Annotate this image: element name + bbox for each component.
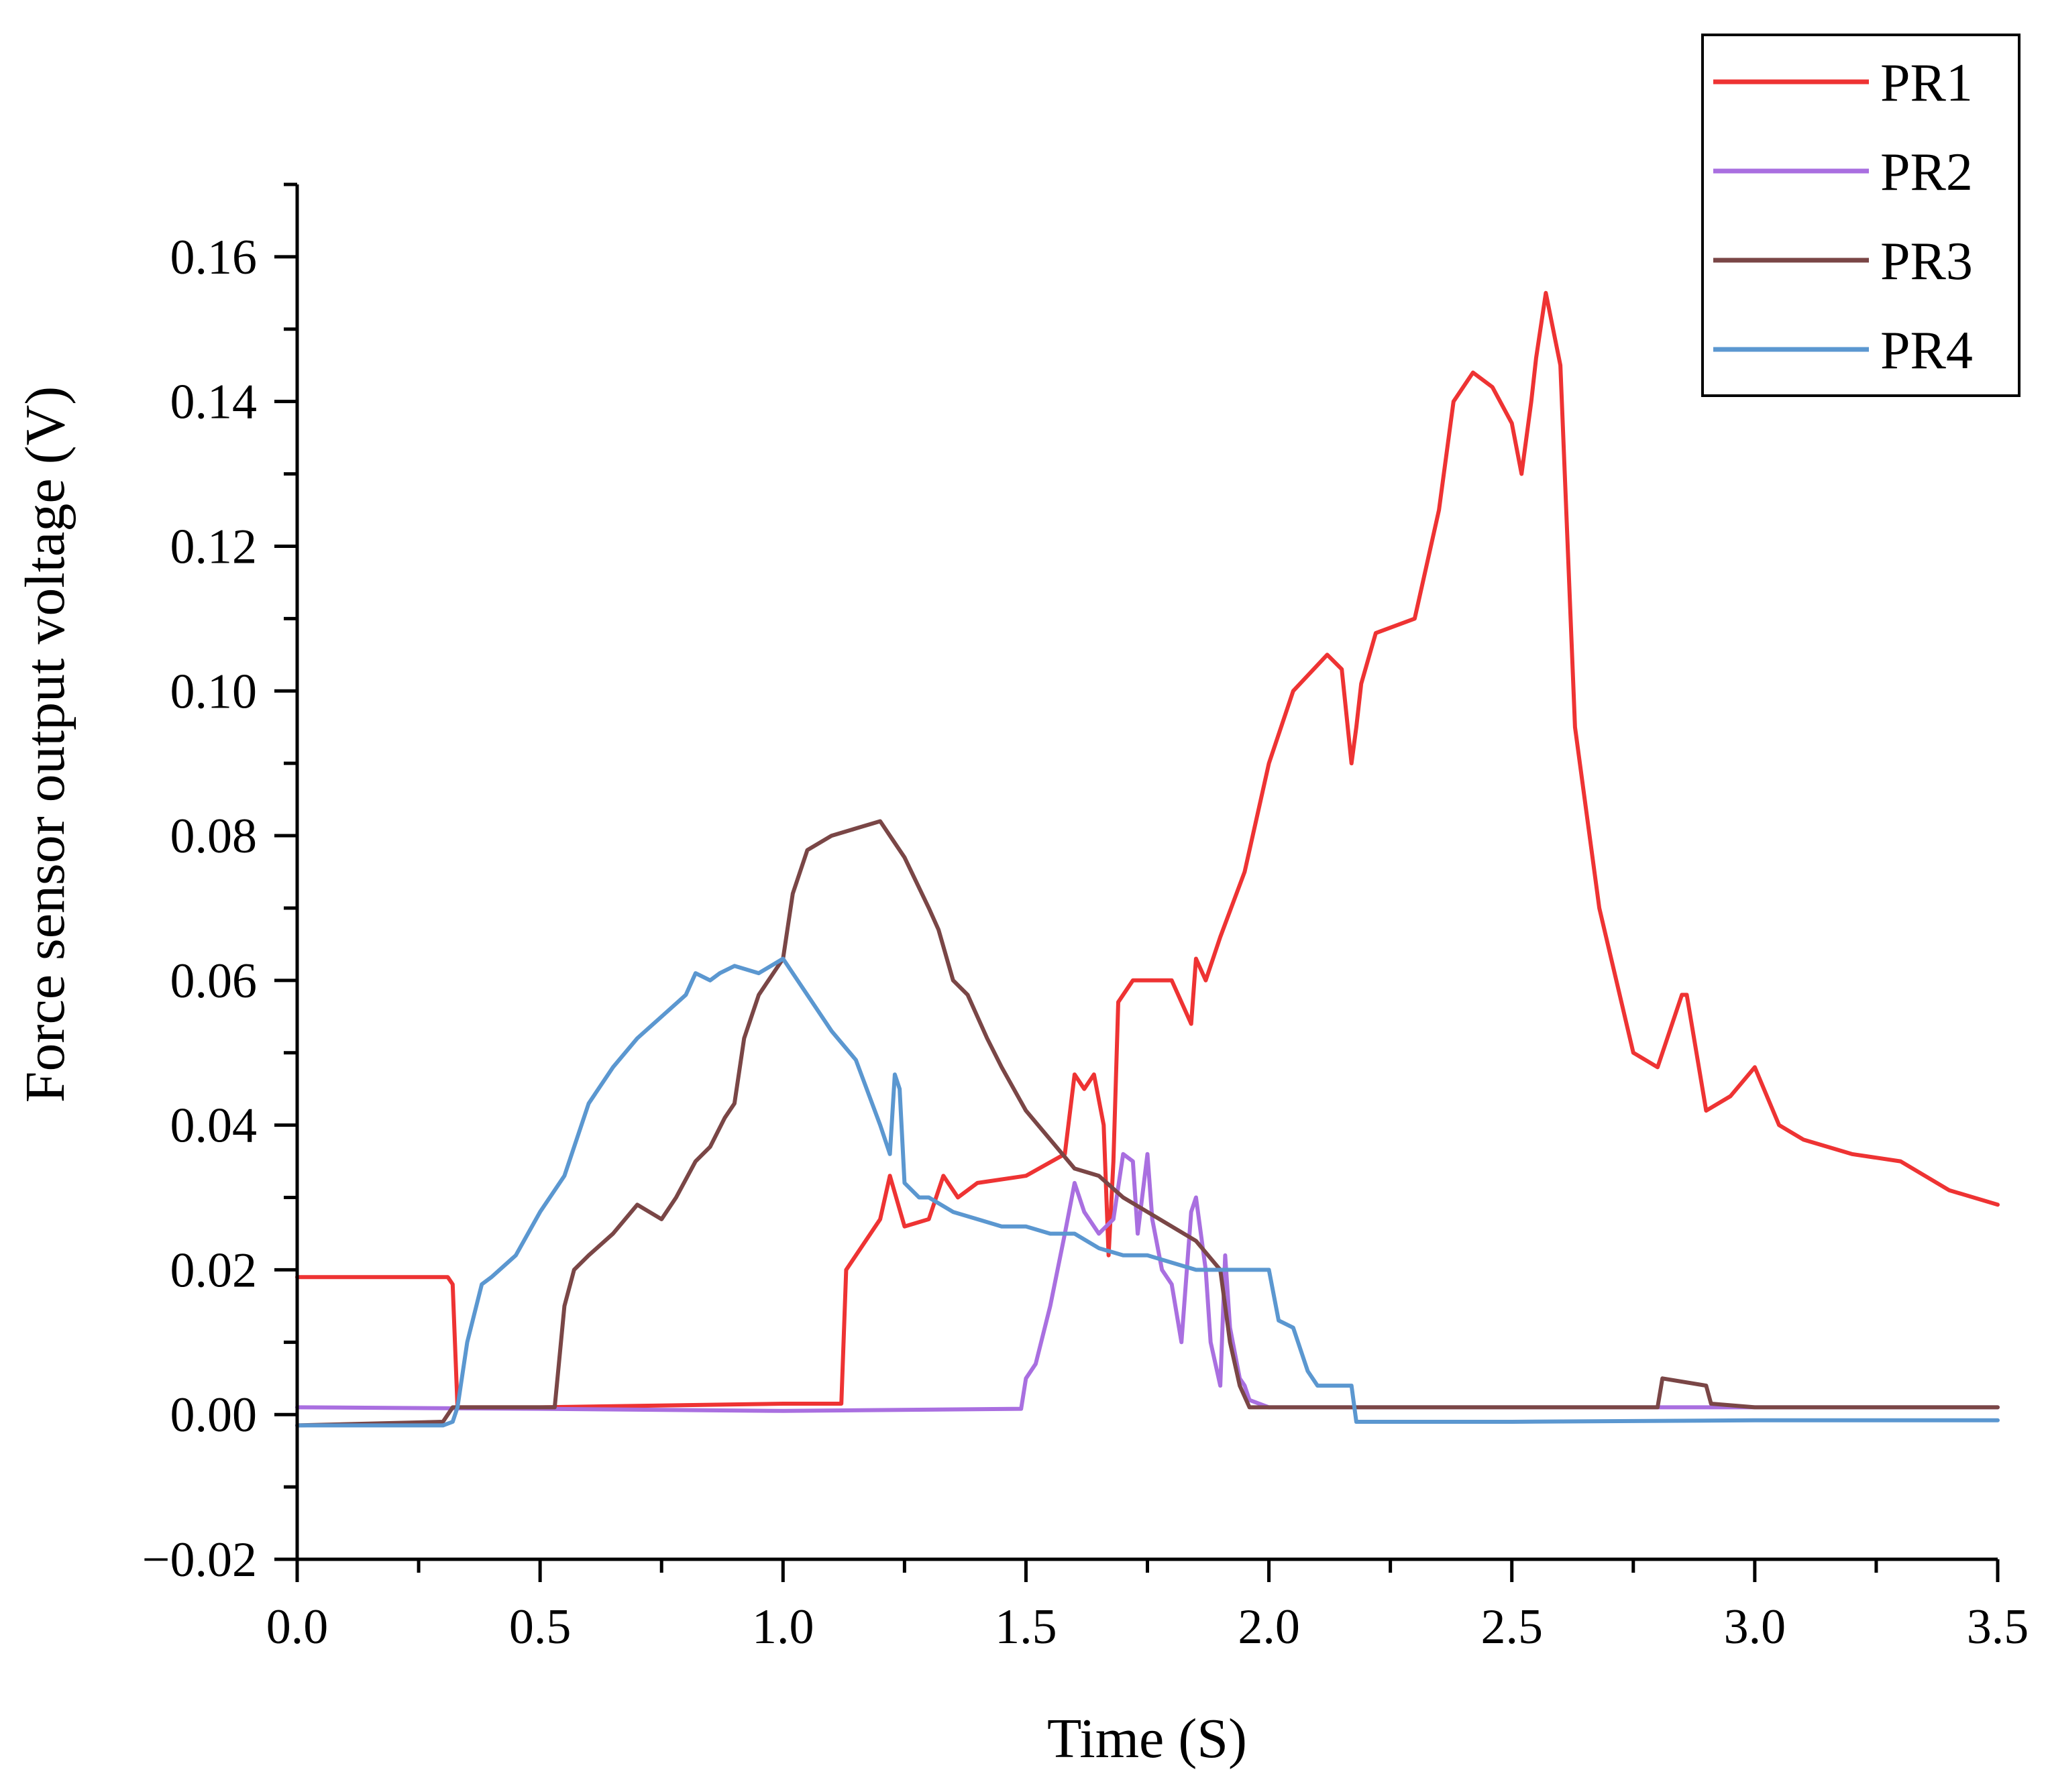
legend-label-pr2: PR2: [1880, 143, 1973, 202]
legend-label-pr4: PR4: [1880, 321, 1973, 380]
legend-label-pr3: PR3: [1880, 232, 1973, 291]
legend-label-pr1: PR1: [1880, 54, 1973, 113]
series-line-pr2: [295, 1152, 2000, 1413]
axes: 0.0 0.5 1.0 1.5 2.0 2.5 3.0 3.5 −0.02 0.00 0.02 0.0…: [142, 182, 2029, 1655]
x-tick-label: 2.5: [1480, 1600, 1543, 1655]
legend: PR1 PR2 PR3 PR4: [1701, 34, 2020, 397]
y-tick-label: 0.04: [170, 1099, 258, 1154]
x-tick-label: 1.0: [752, 1600, 814, 1655]
y-tick-label: 0.00: [170, 1388, 258, 1443]
series-line-pr1: [295, 290, 2000, 1410]
y-tick-label: 0.12: [170, 519, 258, 574]
x-tick-label: 0.5: [509, 1600, 572, 1655]
legend-box: [1701, 34, 2020, 397]
y-tick-label: 0.02: [170, 1243, 258, 1298]
x-tick-label: 3.0: [1724, 1600, 1786, 1655]
y-tick-label: −0.02: [142, 1532, 257, 1587]
x-tick-label: 0.0: [266, 1600, 329, 1655]
y-axis-title: Force sensor output voltage (V): [14, 386, 76, 1103]
x-tick-label: 2.0: [1238, 1600, 1300, 1655]
plot-area: [295, 290, 2000, 1428]
series-line-pr3: [295, 819, 2000, 1428]
x-tick-label: 3.5: [1967, 1600, 2029, 1655]
y-tick-label: 0.06: [170, 954, 258, 1009]
x-axis-title: Time (S): [1047, 1707, 1247, 1770]
series-line-pr4: [295, 956, 2000, 1428]
y-tick-label: 0.10: [170, 664, 258, 719]
y-tick-label: 0.16: [170, 230, 258, 285]
y-tick-label: 0.14: [170, 375, 258, 430]
y-tick-label: 0.08: [170, 809, 258, 864]
x-tick-label: 1.5: [995, 1600, 1057, 1655]
